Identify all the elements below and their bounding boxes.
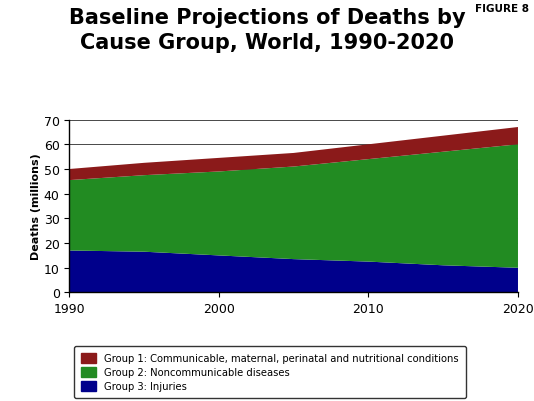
Text: FIGURE 8: FIGURE 8: [475, 4, 529, 14]
Text: Baseline Projections of Deaths by
Cause Group, World, 1990-2020: Baseline Projections of Deaths by Cause …: [69, 8, 465, 53]
Y-axis label: Deaths (millions): Deaths (millions): [31, 153, 41, 260]
Legend: Group 1: Communicable, maternal, perinatal and nutritional conditions, Group 2: : Group 1: Communicable, maternal, perinat…: [74, 346, 466, 398]
